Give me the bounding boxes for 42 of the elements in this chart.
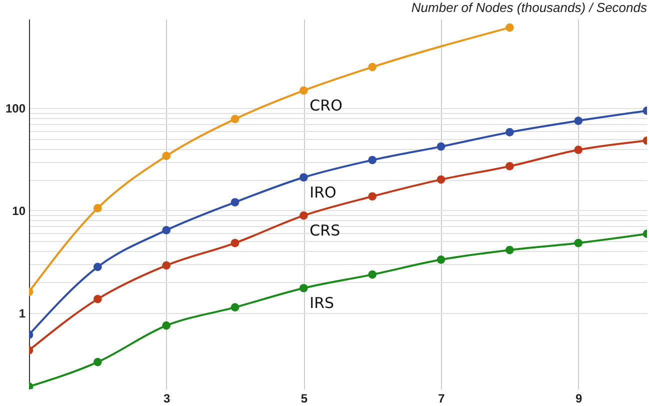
point [93,358,102,366]
point [436,175,446,184]
point [505,23,514,32]
point [93,294,102,304]
series-label: CRS [310,222,340,240]
point [299,211,308,220]
y-tick-label: 1 [18,306,26,320]
point [162,321,171,330]
point [368,156,377,164]
point [299,173,308,182]
point [299,284,308,292]
point [162,152,171,160]
point [93,204,102,212]
chart-title: Number of Nodes (thousands) / Seconds [411,0,648,15]
point [505,246,514,254]
x-tick-label: 3 [163,392,170,406]
point [368,192,377,201]
point [368,270,377,279]
point [162,261,171,270]
x-tick-label: 7 [438,392,446,406]
point [436,142,446,151]
point [93,262,102,272]
point [368,62,377,72]
y-tick-label: 10 [12,204,26,218]
point [299,86,308,95]
point [505,128,514,136]
point [162,226,171,234]
point [505,162,514,170]
x-tick-label: 9 [575,392,582,406]
x-tick-label: 5 [300,392,308,406]
series-label: IRS [310,294,334,312]
point [230,114,240,124]
point [436,255,446,264]
y-tick-label: 100 [5,101,26,116]
point [574,238,583,248]
series-label: CRO [310,96,342,115]
series-label: IRO [310,183,336,202]
point [574,146,583,154]
point [230,303,240,312]
point [230,198,240,206]
point [574,116,583,125]
point [230,238,240,248]
